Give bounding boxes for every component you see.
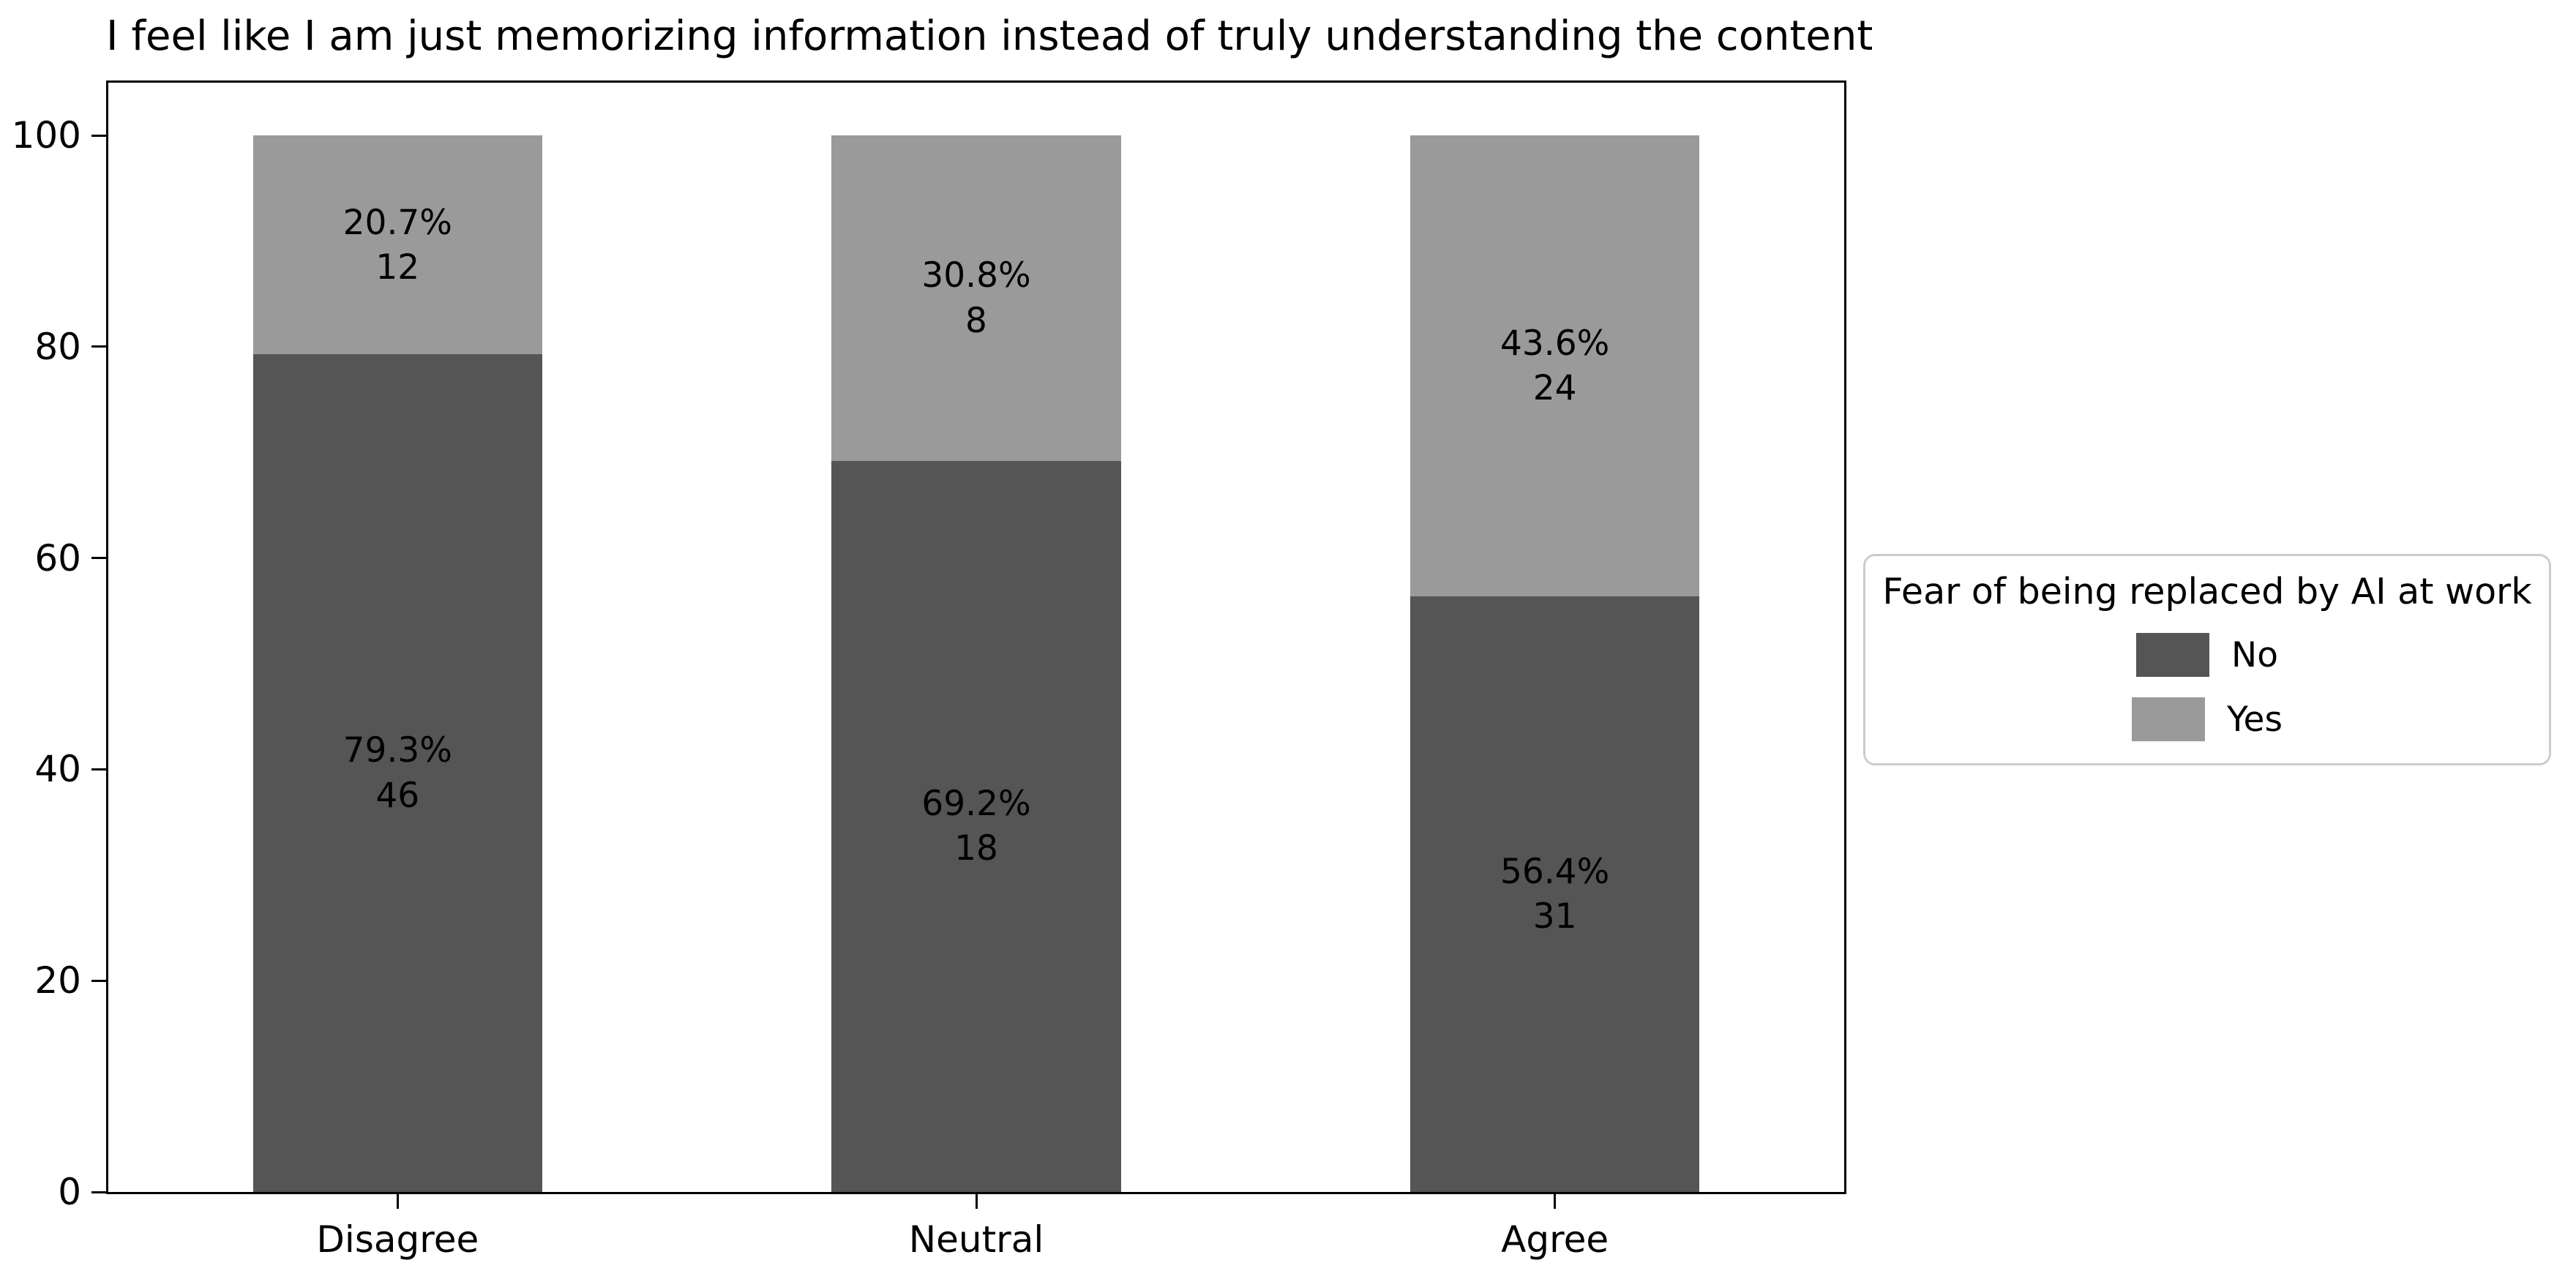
bar-label-percent: 20.7%: [342, 202, 452, 243]
chart-title: I feel like I am just memorizing informa…: [106, 12, 1873, 60]
y-axis-tick-mark: [91, 557, 106, 560]
legend-entry-no: No: [1879, 633, 2536, 677]
y-axis-tick-mark: [91, 345, 106, 348]
bar-label-yes-agree: 43.6% 24: [1500, 321, 1609, 410]
bar-label-percent: 69.2%: [921, 784, 1031, 825]
y-axis-tick-mark: [91, 768, 106, 771]
legend-box: Fear of being replaced by AI at work No Y…: [1863, 554, 2551, 765]
y-axis-tick-mark: [91, 134, 106, 137]
bar-label-percent: 30.8%: [921, 255, 1031, 296]
bar-label-count: 46: [375, 775, 420, 816]
bar-label-count: 31: [1532, 896, 1577, 937]
segment-no-neutral: 69.2% 18: [831, 460, 1121, 1192]
y-axis-tick-label: 60: [34, 536, 81, 580]
x-axis-tick-label-disagree: Disagree: [316, 1218, 479, 1261]
bar-disagree: 20.7% 12 79.3% 46: [252, 135, 542, 1192]
bar-label-percent: 43.6%: [1500, 323, 1610, 364]
legend-entry-label: Yes: [2227, 699, 2283, 740]
plot-inner: 0 20 40 60 80 100 Disagree 20.7% 12 79.3% 46 Neutra…: [12, 83, 1844, 1261]
legend-entries: No Yes: [1879, 633, 2536, 741]
y-axis-tick-mark: [91, 1191, 106, 1193]
x-axis-tick-label-agree: Agree: [1501, 1218, 1609, 1261]
bar-neutral: 30.8% 8 69.2% 18: [831, 135, 1121, 1192]
segment-yes-agree: 43.6% 24: [1410, 135, 1700, 596]
segment-yes-disagree: 20.7% 12: [252, 135, 542, 355]
y-axis-tick-label: 100: [11, 114, 81, 157]
legend-swatch-yes-icon: [2132, 697, 2206, 741]
y-axis-tick-label: 20: [34, 959, 81, 1002]
y-axis-tick-label: 0: [58, 1171, 81, 1213]
y-axis-tick-label: 40: [34, 748, 81, 791]
bar-label-yes-neutral: 30.8% 8: [921, 253, 1030, 342]
bar-agree: 43.6% 24 56.4% 31: [1410, 135, 1700, 1192]
bar-label-count: 12: [375, 247, 420, 288]
bar-label-yes-disagree: 20.7% 12: [343, 200, 452, 290]
x-axis-tick-mark: [396, 1194, 399, 1209]
bar-label-percent: 56.4%: [1500, 851, 1610, 892]
plot-area: 0 20 40 60 80 100 Disagree 20.7% 12 79.3% 46 Neutra…: [12, 80, 1846, 1261]
x-axis-tick-mark: [975, 1194, 978, 1209]
legend-entry-label: No: [2231, 634, 2278, 675]
segment-no-agree: 56.4% 31: [1410, 596, 1700, 1192]
bar-label-count: 18: [954, 828, 998, 869]
legend-entry-yes: Yes: [1879, 697, 2536, 741]
segment-yes-neutral: 30.8% 8: [831, 135, 1121, 461]
legend-swatch-no-icon: [2136, 633, 2210, 677]
x-axis-tick-mark: [1554, 1194, 1557, 1209]
y-axis-tick-label: 80: [34, 325, 81, 368]
x-axis-tick-label-neutral: Neutral: [908, 1218, 1044, 1261]
y-axis-tick-mark: [91, 979, 106, 982]
legend-title: Fear of being replaced by AI at work: [1882, 571, 2532, 612]
bar-label-no-neutral: 69.2% 18: [921, 781, 1030, 871]
bar-label-percent: 79.3%: [342, 730, 452, 771]
segment-no-disagree: 79.3% 46: [252, 354, 542, 1192]
bar-label-count: 8: [965, 300, 987, 341]
bar-label-no-disagree: 79.3% 46: [343, 728, 452, 817]
bar-label-count: 24: [1532, 367, 1577, 408]
bar-label-no-agree: 56.4% 31: [1500, 850, 1609, 939]
